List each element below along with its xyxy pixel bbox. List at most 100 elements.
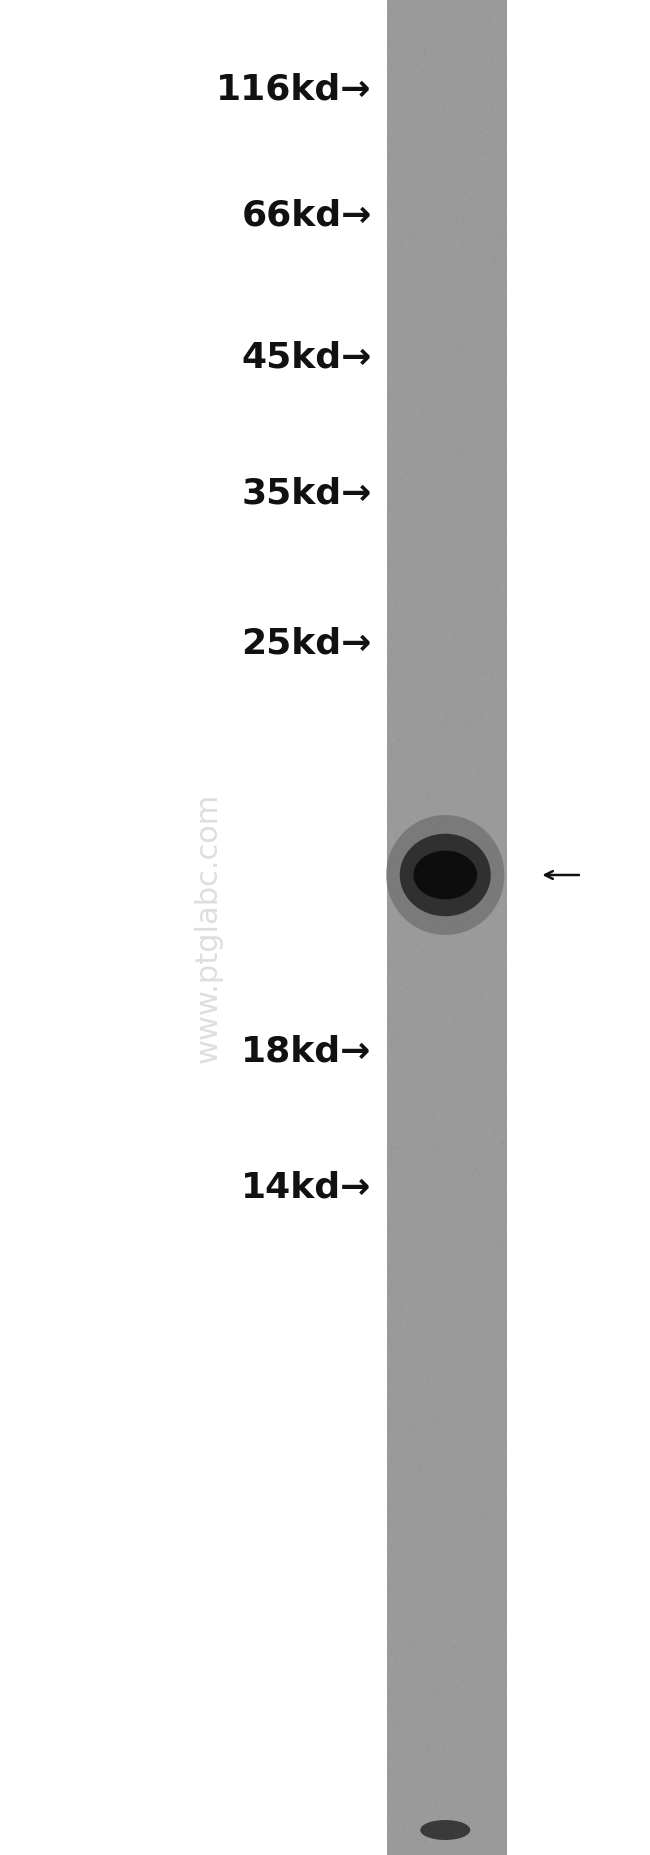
Point bbox=[489, 417, 499, 447]
Point bbox=[402, 569, 412, 599]
Point bbox=[453, 0, 463, 30]
Point bbox=[480, 627, 491, 657]
Point bbox=[473, 1384, 483, 1414]
Point bbox=[391, 352, 402, 382]
Point bbox=[436, 421, 447, 451]
Point bbox=[450, 291, 461, 321]
Point bbox=[449, 505, 460, 534]
Point bbox=[427, 1530, 437, 1560]
Point bbox=[428, 1677, 438, 1707]
Point bbox=[462, 119, 472, 148]
Point bbox=[445, 1091, 456, 1120]
Point bbox=[400, 1043, 411, 1072]
Point bbox=[428, 1183, 438, 1213]
Point bbox=[479, 1104, 489, 1133]
Point bbox=[494, 247, 504, 276]
Point bbox=[426, 221, 437, 250]
Point bbox=[393, 1185, 404, 1215]
Point bbox=[395, 1803, 405, 1833]
Point bbox=[490, 169, 501, 198]
Point bbox=[408, 1065, 418, 1094]
Point bbox=[472, 723, 482, 753]
Point bbox=[445, 108, 456, 137]
Point bbox=[403, 556, 413, 586]
Point bbox=[402, 532, 412, 562]
Point bbox=[395, 1065, 406, 1094]
Point bbox=[427, 1080, 437, 1109]
Point bbox=[396, 308, 406, 338]
Point bbox=[467, 1280, 478, 1310]
Point bbox=[447, 1684, 458, 1714]
Point bbox=[468, 230, 478, 260]
Point bbox=[401, 508, 411, 538]
Point bbox=[489, 1120, 500, 1150]
Point bbox=[439, 384, 449, 414]
Point bbox=[473, 267, 484, 297]
Point bbox=[450, 1482, 460, 1512]
Point bbox=[395, 1248, 406, 1278]
Point bbox=[480, 1137, 490, 1167]
Point bbox=[457, 848, 467, 877]
Point bbox=[387, 299, 397, 328]
Point bbox=[415, 206, 426, 236]
Point bbox=[447, 1122, 458, 1152]
Point bbox=[483, 644, 493, 673]
Point bbox=[429, 864, 439, 894]
Point bbox=[462, 1484, 472, 1514]
Point bbox=[458, 1083, 469, 1113]
Point bbox=[450, 1068, 461, 1098]
Point bbox=[500, 1616, 510, 1645]
Point bbox=[467, 1371, 477, 1401]
Point bbox=[415, 1697, 425, 1727]
Point bbox=[424, 883, 434, 913]
Point bbox=[495, 1247, 506, 1276]
Point bbox=[464, 1119, 474, 1148]
Point bbox=[419, 1818, 429, 1848]
Point bbox=[475, 1504, 486, 1534]
Point bbox=[438, 0, 448, 20]
Point bbox=[443, 267, 453, 297]
Point bbox=[419, 1447, 429, 1477]
Point bbox=[454, 377, 464, 406]
Point bbox=[413, 831, 423, 861]
Point bbox=[458, 215, 469, 245]
Point bbox=[484, 531, 495, 560]
Point bbox=[430, 647, 440, 677]
Point bbox=[499, 1330, 510, 1360]
Point bbox=[430, 1599, 441, 1629]
Point bbox=[424, 1477, 434, 1506]
Point bbox=[443, 805, 453, 835]
Point bbox=[396, 1362, 407, 1391]
Point bbox=[401, 748, 411, 777]
Point bbox=[437, 417, 447, 447]
Point bbox=[473, 1827, 484, 1855]
Point bbox=[402, 1760, 413, 1790]
Point bbox=[393, 1599, 404, 1629]
Point bbox=[412, 1686, 423, 1716]
Point bbox=[460, 694, 471, 723]
Point bbox=[441, 1293, 452, 1323]
Point bbox=[407, 1428, 417, 1458]
Point bbox=[436, 178, 446, 208]
Point bbox=[410, 920, 420, 950]
Point bbox=[473, 970, 483, 1000]
Point bbox=[395, 230, 406, 260]
Point bbox=[452, 1375, 462, 1404]
Point bbox=[447, 37, 457, 67]
Point bbox=[413, 640, 423, 670]
Point bbox=[445, 403, 455, 432]
Point bbox=[386, 1278, 396, 1308]
Point bbox=[460, 1484, 470, 1514]
Point bbox=[493, 1017, 504, 1046]
Point bbox=[456, 186, 466, 215]
Point bbox=[462, 365, 473, 395]
Point bbox=[415, 1182, 426, 1211]
Point bbox=[458, 208, 468, 237]
Point bbox=[430, 1308, 441, 1337]
Point bbox=[484, 1139, 494, 1169]
Point bbox=[482, 1627, 493, 1657]
Point bbox=[462, 649, 472, 679]
Point bbox=[473, 429, 483, 458]
Point bbox=[389, 607, 399, 636]
Point bbox=[499, 1291, 510, 1321]
